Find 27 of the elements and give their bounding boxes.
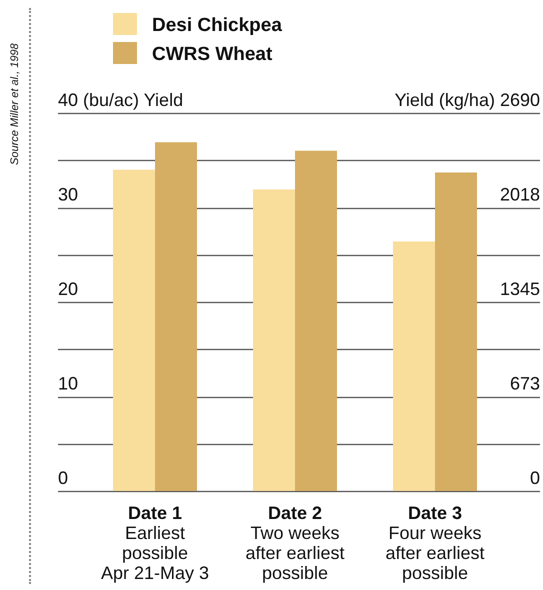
y-tick-label: 40	[58, 90, 78, 110]
y-axis-title: (bu/ac) Yield	[83, 90, 184, 110]
y-tick-label: 10	[58, 374, 78, 394]
y2-tick-label: 2690	[500, 90, 540, 110]
y-tick-label: 20	[58, 279, 78, 299]
category-label: Date 2	[268, 503, 322, 523]
category-label: Date 1	[128, 503, 182, 523]
category-label: Two weeks	[250, 523, 340, 543]
category-label: after earliest	[385, 543, 485, 563]
category-label: after earliest	[245, 543, 345, 563]
y2-tick-label: 673	[510, 373, 540, 394]
category-label: possible	[122, 543, 188, 563]
y2-tick-label: 1345	[500, 279, 540, 299]
y2-tick-label: 0	[530, 468, 540, 488]
y-tick-label: 30	[58, 184, 78, 204]
y2-tick-label: 2018	[500, 184, 540, 204]
legend-label: CWRS Wheat	[152, 44, 273, 65]
category-label: Earliest	[124, 523, 186, 543]
category-label: Date 3	[408, 503, 462, 523]
y-tick-label: 0	[58, 468, 68, 488]
category-label: Four weeks	[388, 523, 482, 543]
source-note: Source Miller et al., 1998	[9, 42, 21, 165]
legend-label: Desi Chickpea	[152, 15, 282, 36]
category-label: Apr 21-May 3	[100, 563, 210, 583]
category-label: possible	[402, 563, 468, 583]
y2-axis-title: Yield (kg/ha)	[394, 90, 495, 110]
category-label: possible	[262, 563, 328, 583]
